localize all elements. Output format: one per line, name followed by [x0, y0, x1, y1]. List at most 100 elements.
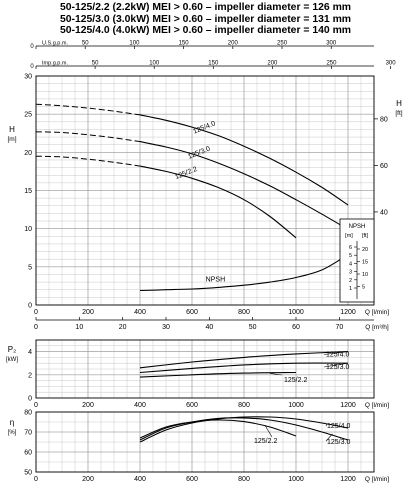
power-x-tick-label: 1000	[288, 402, 304, 409]
power-x-tick-label: 0	[34, 402, 38, 409]
head-y2-axis-unit: [ft]	[395, 110, 402, 117]
efficiency-curve-label: 125/2.2	[254, 438, 277, 445]
head-y-tick-label: 25	[24, 112, 32, 119]
head-curve-label: 125/3.0	[187, 146, 211, 161]
head-y-tick-label: 5	[28, 264, 32, 271]
power-x-tick-label: 800	[238, 402, 250, 409]
eff-x-tick-label: 800	[238, 476, 250, 483]
efficiency-curve-leader	[264, 424, 273, 438]
head-x-tick-label: 1200	[340, 309, 356, 316]
eff-x-tick-label: 0	[34, 476, 38, 483]
eff-y-axis-unit: [%]	[8, 430, 17, 436]
head-y2-tick-label: 80	[380, 116, 388, 123]
efficiency-curve-label: 125/3.0	[327, 439, 350, 446]
eff-x-tick-label: 1200	[340, 476, 356, 483]
top-axis-usgpm-tick-label: 300	[326, 41, 337, 47]
power-curve-label: 125/3.0	[326, 364, 349, 371]
bottom-axis-m3h-tick-label: 0	[34, 324, 38, 331]
efficiency-curve	[139, 416, 349, 443]
efficiency-curve-label: 125/4.0	[327, 423, 350, 430]
eff-x-axis-label: Q [l/min]	[365, 476, 389, 483]
top-axis-impgpm-tick-label: 200	[267, 61, 278, 67]
power-curve-leader	[323, 362, 349, 368]
top-axis-usgpm-label: U.S.g.p.m.	[42, 41, 68, 47]
head-y-tick-label: 0	[28, 303, 32, 310]
power-curve	[139, 362, 349, 374]
title-line-3: 50-125/4.0 (4.0kW) MEI > 0.60 – impeller…	[59, 25, 352, 37]
power-curve	[139, 371, 297, 378]
npsh-curve-label: NPSH	[206, 277, 225, 284]
power-curve-label: 125/4.0	[326, 352, 349, 359]
power-x-tick-label: 600	[186, 402, 198, 409]
head-curve-dashed	[35, 103, 141, 116]
npsh-box-m-tick-label: 2	[349, 278, 352, 284]
power-x-tick-label: 1200	[340, 402, 356, 409]
power-x-tick-label: 200	[82, 402, 94, 409]
npsh-curve	[139, 254, 349, 292]
power-curve-leader	[323, 351, 349, 355]
head-x-tick-label: 400	[134, 309, 146, 316]
npsh-box-ft-tick-label: 20	[362, 247, 368, 253]
plot-frame	[35, 339, 375, 399]
plot-frame	[35, 411, 375, 473]
power-y-tick-label: 2	[28, 372, 32, 379]
head-x-tick-label: 0	[34, 309, 38, 316]
eff-y-tick-label: 80	[24, 410, 32, 417]
top-axis-impgpm-tick-label: 250	[326, 61, 337, 67]
top-axis-impgpm-tick-label: 100	[149, 61, 160, 67]
eff-x-tick-label: 200	[82, 476, 94, 483]
power-y-axis-unit: [kW]	[6, 357, 18, 363]
power-x-axis-label: Q [l/min]	[365, 402, 389, 409]
head-curve	[139, 114, 349, 206]
head-y2-tick-label: 60	[380, 163, 388, 170]
power-curve	[139, 351, 349, 369]
head-curve-dashed	[35, 131, 141, 143]
eff-x-tick-label: 1000	[288, 476, 304, 483]
head-curve-dashed	[35, 155, 141, 167]
head-y-tick-label: 15	[24, 188, 32, 195]
top-axis-usgpm-tick-label: 50	[82, 41, 89, 47]
head-x-tick-label: 600	[186, 309, 198, 316]
eff-y-tick-label: 50	[24, 470, 32, 477]
bottom-axis-m3h-tick-label: 40	[205, 324, 213, 331]
top-axis-impgpm-tick-label: 0	[30, 64, 34, 70]
eff-y-axis-label: η	[10, 418, 14, 427]
top-axis-usgpm-tick-label: 200	[228, 41, 239, 47]
npsh-box-ft-tick-label: 15	[362, 260, 368, 266]
npsh-box-ft-tick-label: 5	[362, 285, 365, 291]
npsh-box-m-tick-label: 4	[349, 261, 352, 267]
bottom-axis-m3h-tick-label: 70	[335, 324, 343, 331]
head-y-tick-label: 30	[24, 74, 32, 81]
head-x-tick-label: 200	[82, 309, 94, 316]
title-line-2: 50-125/3.0 (3.0kW) MEI > 0.60 – impeller…	[59, 13, 352, 25]
top-axis-impgpm-label: Imp.g.p.m.	[42, 61, 68, 67]
head-x-tick-label: 800	[238, 309, 250, 316]
title-line-1: 50-125/2.2 (2.2kW) MEI > 0.60 – impeller…	[59, 2, 352, 13]
head-y2-tick-label: 40	[380, 209, 388, 216]
efficiency-curve	[139, 419, 297, 439]
eff-y-tick-label: 60	[24, 450, 32, 457]
top-axis-usgpm-tick-label: 250	[277, 41, 288, 47]
power-y-tick-label: 4	[28, 349, 32, 356]
head-y2-axis-label: H	[396, 99, 402, 108]
power-curve-leader	[269, 373, 283, 376]
plot-frame	[35, 75, 375, 306]
head-y-axis-unit: [m]	[7, 136, 16, 143]
head-x-tick-label: 1000	[288, 309, 304, 316]
chart-titles: 50-125/2.2 (2.2kW) MEI > 0.60 – impeller…	[0, 2, 411, 37]
top-axis-impgpm-tick-label: 150	[208, 61, 219, 67]
top-axis-usgpm-tick-label: 100	[129, 41, 140, 47]
top-axis-impgpm-tick-label: 300	[386, 61, 397, 67]
eff-x-tick-label: 400	[134, 476, 146, 483]
power-x-tick-label: 400	[134, 402, 146, 409]
head-y-tick-label: 10	[24, 226, 32, 233]
head-x-axis-label: Q [l/min]	[365, 309, 389, 316]
eff-x-tick-label: 600	[186, 476, 198, 483]
bottom-axis-m3h-tick-label: 10	[75, 324, 83, 331]
bottom-axis-m3h-tick-label: 30	[162, 324, 170, 331]
head-y-axis-label: H	[9, 125, 15, 134]
npsh-box-title: NPSH	[349, 224, 366, 230]
power-y-axis-label: P₂	[8, 345, 16, 354]
head-y-tick-label: 20	[24, 150, 32, 157]
